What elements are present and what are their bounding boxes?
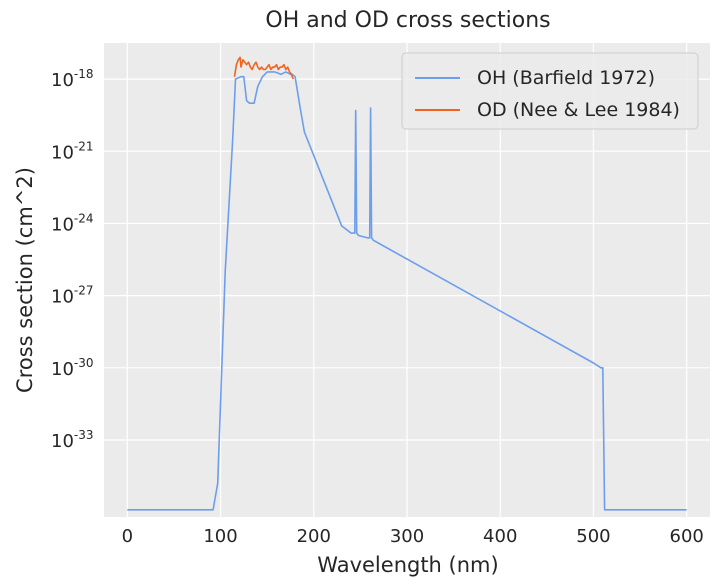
x-tick-label: 300 [390,526,424,547]
series-line-oh [127,71,687,511]
x-tick-label: 500 [576,526,610,547]
x-tick-label: 200 [297,526,331,547]
x-tick-label: 0 [122,526,133,547]
legend-label-od: OD (Nee & Lee 1984) [477,99,680,121]
y-tick-label: 10-27 [51,284,94,308]
legend-box [401,52,699,130]
series-lines [127,56,687,511]
legend-label-oh: OH (Barfield 1972) [477,67,655,89]
y-tick-label: 10-21 [51,139,94,163]
x-tick-label: 400 [483,526,517,547]
y-tick-label: 10-18 [51,67,94,91]
x-tick-label: 600 [670,526,704,547]
y-tick-label: 10-33 [51,428,94,452]
series-line-od [233,56,295,80]
y-tick-label: 10-24 [51,211,94,235]
x-tick-labels: 0 100 200 300 400 500 600 [122,526,704,547]
y-tick-labels: 10-18 10-21 10-24 10-27 10-30 10-33 [51,67,94,452]
chart-title: OH and OD cross sections [265,8,550,33]
y-tick-label: 10-30 [51,356,94,380]
legend: OH (Barfield 1972) OD (Nee & Lee 1984) [401,52,699,130]
x-tick-label: 100 [203,526,237,547]
x-axis-label: Wavelength (nm) [317,553,498,577]
y-axis-label: Cross section (cm^2) [13,167,37,393]
grid [104,43,710,517]
